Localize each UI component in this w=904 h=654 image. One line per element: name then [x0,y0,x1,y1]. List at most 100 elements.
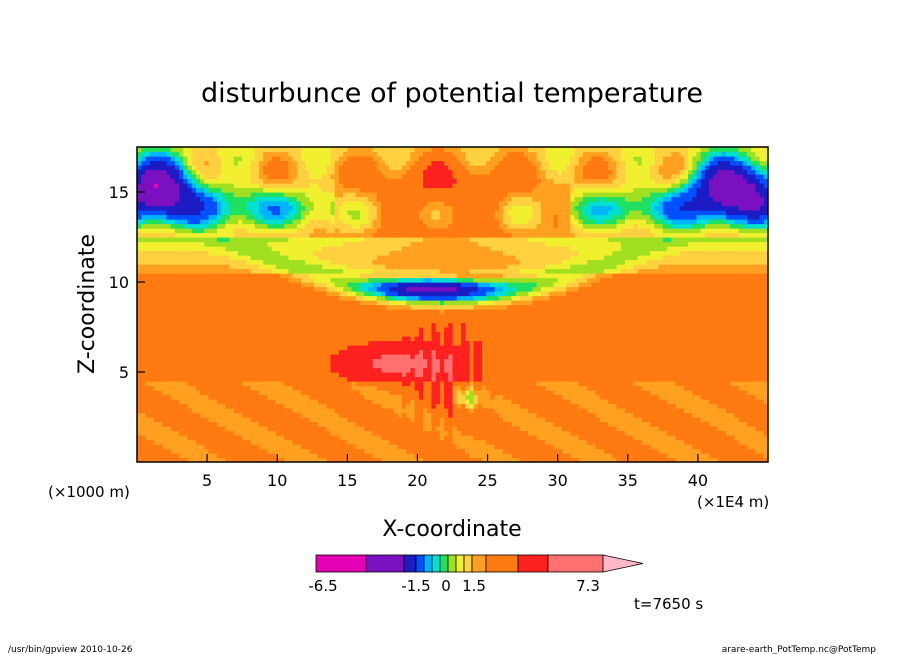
heatmap-cell [351,457,357,462]
heatmap-cell [536,385,542,391]
heatmap-cell [179,408,184,414]
heatmap-cell [380,313,386,319]
heatmap-cell [624,376,630,382]
heatmap-cell [355,313,361,319]
heatmap-cell [183,399,189,405]
heatmap-cell [704,336,710,342]
heatmap-cell [137,412,142,418]
heatmap-cell [364,385,369,391]
heatmap-cell [704,390,710,396]
heatmap-cell [490,318,496,324]
heatmap-cell [402,322,407,328]
heatmap-cell [208,444,214,450]
heatmap-cell [481,444,487,450]
heatmap-cell [507,417,512,423]
heatmap-cell [351,385,357,391]
heatmap-cell [402,390,407,396]
heatmap-cell [296,363,302,369]
heatmap-cell [191,336,197,342]
heatmap-cell [650,390,656,396]
heatmap-cell [301,327,306,333]
heatmap-cell [410,376,416,382]
heatmap-cell [372,354,378,360]
heatmap-cell [549,358,555,364]
heatmap-cell [578,327,584,333]
heatmap-cell [582,327,588,333]
heatmap-cell [763,412,768,418]
heatmap-cell [229,372,235,378]
heatmap-cell [545,403,550,409]
heatmap-cell [654,435,660,441]
heatmap-cell [162,408,168,414]
heatmap-cell [654,453,660,459]
heatmap-cell [557,417,563,423]
heatmap-cell [667,367,672,373]
heatmap-cell [166,309,172,315]
heatmap-cell [435,403,441,409]
heatmap-cell [532,421,538,427]
heatmap-cell [561,358,567,364]
heatmap-cell [435,385,441,391]
heatmap-cell [721,336,727,342]
heatmap-cell [566,322,571,328]
heatmap-cell [263,408,269,414]
heatmap-cell [162,412,168,418]
heatmap-cell [763,394,768,400]
heatmap-cell [158,331,163,337]
heatmap-cell [662,385,668,391]
heatmap-cell [166,412,172,418]
heatmap-cell [418,399,424,405]
heatmap-cell [671,426,677,432]
heatmap-cell [549,412,555,418]
heatmap-cell [280,426,285,432]
heatmap-cell [380,376,386,382]
heatmap-cell [271,399,277,405]
heatmap-cell [145,345,151,351]
heatmap-cell [166,426,172,432]
heatmap-cell [351,367,357,373]
heatmap-cell [242,327,247,333]
heatmap-cell [338,381,344,387]
heatmap-cell [208,381,214,387]
heatmap-cell [183,426,189,432]
heatmap-cell [338,385,344,391]
heatmap-cell [158,426,163,432]
heatmap-cell [364,426,369,432]
heatmap-cell [170,331,176,337]
heatmap-cell [162,318,168,324]
heatmap-cell [755,439,761,445]
heatmap-cell [200,354,205,360]
heatmap-cell [355,421,361,427]
heatmap-cell [162,349,168,355]
heatmap-cell [545,354,550,360]
heatmap-cell [326,372,332,378]
heatmap-cell [254,354,260,360]
heatmap-cell [229,345,235,351]
heatmap-cell [237,430,243,436]
heatmap-cell [410,367,416,373]
heatmap-cell [620,417,626,423]
heatmap-cell [330,327,336,333]
heatmap-cell [397,426,403,432]
heatmap-cell [317,399,323,405]
heatmap-cell [553,327,559,333]
heatmap-cell [166,430,172,436]
heatmap-cell [515,403,521,409]
heatmap-cell [410,358,416,364]
heatmap-cell [435,439,441,445]
heatmap-cell [679,430,685,436]
heatmap-cell [700,331,706,337]
heatmap-cell [162,313,168,319]
heatmap-cell [153,453,159,459]
heatmap-cell [595,399,601,405]
heatmap-cell [271,421,277,427]
heatmap-cell [322,318,327,324]
heatmap-cell [166,457,172,462]
heatmap-cell [246,426,252,432]
heatmap-cell [313,313,319,319]
heatmap-cell [195,354,201,360]
heatmap-cell [511,318,517,324]
heatmap-cell [364,372,369,378]
heatmap-cell [322,435,327,441]
heatmap-cell [494,448,500,454]
